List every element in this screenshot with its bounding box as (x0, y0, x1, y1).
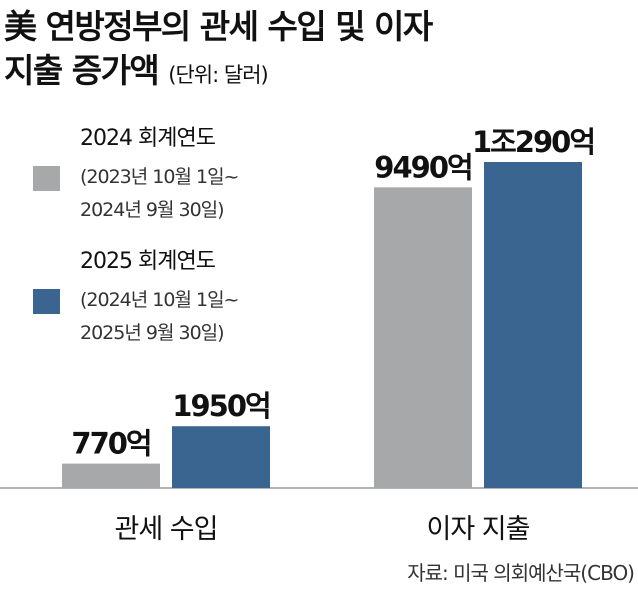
data-label: 770억 (71, 427, 150, 461)
data-label: 1조290억 (472, 125, 594, 159)
chart-title: 지출 증가액 (단위: 달러) (4, 51, 268, 90)
legend-swatch (33, 166, 60, 191)
legend-period: 2024년 9월 30일) (80, 199, 224, 221)
chart-title: 美 연방정부의 관세 수입 및 이자 (4, 7, 434, 46)
bar (374, 187, 472, 488)
legend-label: 2024 회계연도 (80, 126, 216, 151)
legend-period: 2025년 9월 30일) (80, 322, 224, 344)
data-label: 1950억 (172, 389, 269, 423)
source: 자료: 미국 의회예산국(CBO) (407, 561, 634, 585)
legend-swatch (33, 289, 60, 314)
data-label: 9490억 (374, 150, 471, 184)
x-tick-label: 이자 지출 (427, 514, 530, 545)
legend-period: (2024년 10월 1일~ (80, 289, 238, 311)
bar (484, 162, 582, 488)
bar (172, 426, 270, 488)
x-tick-label: 관세 수입 (115, 514, 218, 545)
bar (62, 463, 160, 488)
legend-label: 2025 회계연도 (80, 249, 216, 274)
unit: (단위: 달러) (168, 63, 267, 87)
legend-period: (2023년 10월 1일~ (80, 166, 238, 188)
chart-title-line: 지출 증가액 (4, 51, 158, 90)
